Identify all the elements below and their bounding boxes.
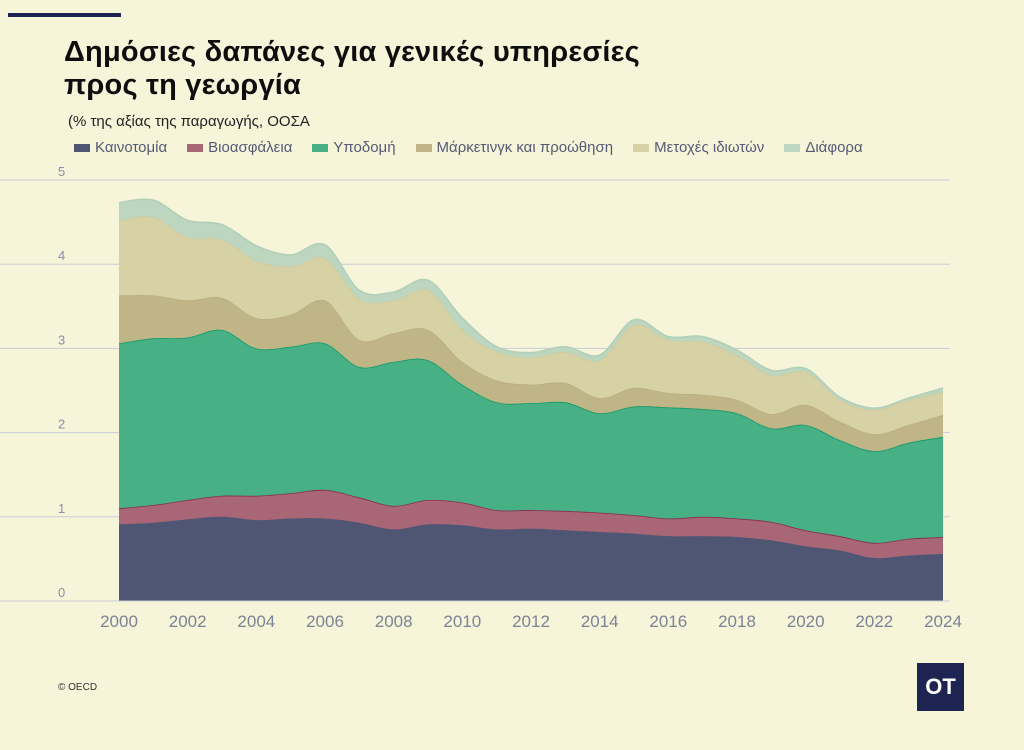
legend: Καινοτομία Βιοασφάλεια Υποδομή Μάρκετινγκ κ…	[74, 139, 883, 156]
legend-label: Καινοτομία	[95, 139, 168, 156]
legend-swatch	[784, 143, 801, 152]
y-tick-label: 2	[58, 417, 65, 432]
legend-item: Μάρκετινγκ και προώθηση	[415, 139, 614, 156]
legend-label: Διάφορα	[805, 139, 863, 156]
x-tick-label: 2008	[375, 612, 413, 631]
y-tick-label: 0	[58, 585, 65, 600]
logo-text: OT	[925, 674, 956, 699]
area-3	[119, 294, 943, 452]
x-tick-label: 2022	[855, 612, 893, 631]
x-tick-label: 2024	[924, 612, 962, 631]
x-tick-label: 2000	[100, 612, 138, 631]
y-tick-label: 1	[58, 501, 65, 516]
x-tick-label: 2020	[787, 612, 825, 631]
legend-swatch	[312, 143, 329, 152]
y-tick-label: 5	[58, 164, 65, 179]
area-2	[119, 329, 943, 543]
title-line-2: προς τη γεωργία	[64, 69, 302, 101]
legend-item: Μετοχές ιδιωτών	[633, 139, 764, 156]
legend-item: Διάφορα	[784, 139, 863, 156]
accent-bar	[8, 13, 121, 17]
logo: OT	[917, 663, 964, 711]
title-line-1: Δημόσιες δαπάνες για γενικές υπηρεσίες	[64, 36, 640, 68]
legend-swatch	[415, 143, 432, 152]
area-0	[119, 516, 943, 601]
legend-swatch	[74, 143, 90, 152]
x-tick-label: 2018	[718, 612, 756, 631]
x-tick-label: 2010	[443, 612, 481, 631]
area-5	[119, 199, 943, 410]
x-tick-label: 2012	[512, 612, 550, 631]
chart-subtitle: (% της αξίας της παραγωγής, ΟΟΣΑ	[68, 113, 310, 130]
source-note: © OECD	[58, 682, 98, 693]
legend-item: Βιοασφάλεια	[187, 139, 292, 156]
y-tick-label: 4	[58, 248, 65, 263]
legend-item: Καινοτομία	[74, 139, 167, 156]
legend-swatch	[187, 143, 204, 152]
legend-label: Υποδομή	[333, 139, 396, 156]
legend-swatch	[633, 143, 650, 152]
area-1	[119, 489, 943, 559]
legend-label: Μάρκετινγκ και προώθηση	[436, 139, 614, 156]
area-line-5	[118, 198, 944, 409]
chart-title: Δημόσιες δαπάνες για γενικές υπηρεσίες π…	[64, 36, 640, 102]
x-tick-label: 2006	[306, 612, 344, 631]
x-tick-label: 2002	[169, 612, 207, 631]
legend-label: Βιοασφάλεια	[208, 139, 293, 156]
x-tick-label: 2016	[649, 612, 687, 631]
legend-label: Μετοχές ιδιωτών	[654, 139, 765, 156]
x-tick-label: 2014	[581, 612, 619, 631]
x-tick-label: 2004	[237, 612, 275, 631]
legend-item: Υποδομή	[312, 139, 396, 156]
y-tick-label: 3	[58, 332, 65, 347]
area-4	[119, 216, 943, 435]
